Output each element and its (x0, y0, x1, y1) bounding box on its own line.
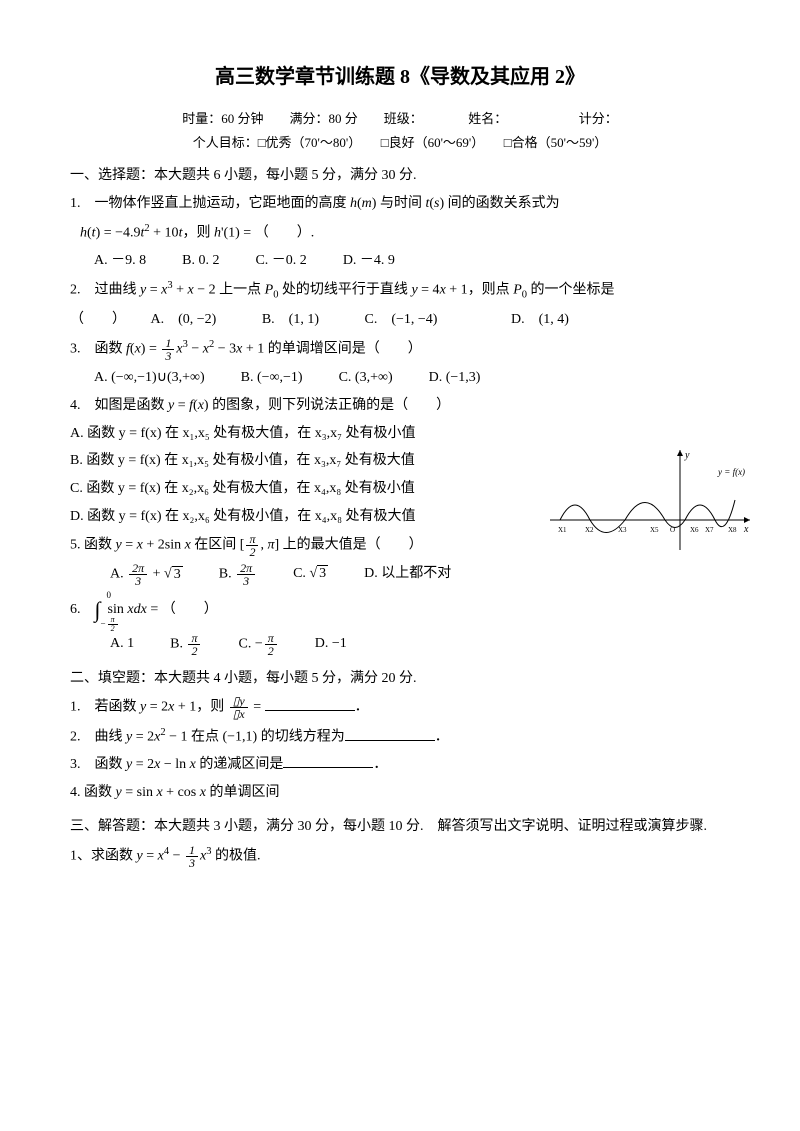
q1-te: （ ）. (255, 225, 315, 240)
q1-opt-d: D. －4. 9 (343, 249, 395, 273)
fill-2: 2. 曲线 y = 2x2 − 1 在点 (−1,1) 的切线方程为． (70, 724, 730, 749)
blank-1 (265, 696, 355, 711)
q4-tb: 的图象，则下列说法正确的是（ ） (209, 398, 451, 413)
q2-td: ，则点 (468, 283, 514, 298)
f2a: 2. 曲线 (70, 730, 126, 745)
question-2: 2. 过曲线 y = x3 + x − 2 上一点 P0 处的切线平行于直线 y… (70, 277, 730, 304)
q2-te: 的一个坐标是 (527, 283, 615, 298)
fill-1: 1. 若函数 y = 2x + 1，则 ▯y▯x = ． (70, 695, 730, 720)
q6-opt-d: D. −1 (315, 632, 347, 657)
f1c: ． (355, 700, 369, 715)
q2-opt-b: B. (1, 1) (262, 312, 319, 327)
q5-opt-d: D. 以上都不对 (364, 562, 451, 587)
q1-options: A. －9. 8 B. 0. 2 C. －0. 2 D. －4. 9 (94, 249, 730, 273)
q5-tc: 上的最大值是（ ） (279, 538, 423, 553)
f2b: 在点 (−1,1) 的切线方程为 (188, 730, 345, 745)
q6-options: A. 1 B. π2 C. −π2 D. −1 (110, 632, 730, 657)
section2-header: 二、填空题：本大题共 4 小题，每小题 5 分，满分 20 分. (70, 667, 730, 691)
q3-options: A. (−∞,−1)∪(3,+∞) B. (−∞,−1) C. (3,+∞) D… (94, 366, 730, 390)
q5-options: A. 2π3 + √3 B. 2π3 C. √3 D. 以上都不对 (110, 562, 730, 587)
page-container: 高三数学章节训练题 8《导数及其应用 2》 时量：60 分钟 满分：80 分 班… (70, 60, 730, 869)
q3-opt-c: C. (3,+∞) (339, 366, 393, 390)
question-5: 5. 函数 y = x + 2sin x 在区间 [π2, π] 上的最大值是（… (70, 533, 730, 558)
fill-3: 3. 函数 y = 2x − ln x 的递减区间是． (70, 753, 730, 777)
section1-header: 一、选择题：本大题共 6 小题，每小题 5 分，满分 30 分. (70, 164, 730, 188)
q5-opt-c: C. √3 (293, 562, 328, 587)
q3-opt-b: B. (−∞,−1) (241, 366, 303, 390)
q2-ta: 2. 过曲线 (70, 283, 140, 298)
q1-opt-a: A. －9. 8 (94, 249, 146, 273)
blank-2 (345, 726, 435, 741)
meta-line-1: 时量：60 分钟 满分：80 分 班级： 姓名： 计分： (70, 108, 730, 130)
q3-opt-a: A. (−∞,−1)∪(3,+∞) (94, 366, 205, 390)
question-1: 1. 一物体作竖直上抛运动，它距地面的高度 h(m) 与时间 t(s) 间的函数… (70, 192, 730, 216)
question-6: 6. ∫0−π2 sin xdx = （ ） (70, 591, 730, 628)
svg-text:y: y (684, 450, 690, 461)
q1-text: 1. 一物体作竖直上抛运动，它距地面的高度 (70, 196, 350, 211)
svg-text:y = f(x): y = f(x) (717, 467, 745, 477)
question-4: 4. 如图是函数 y = f(x) 的图象，则下列说法正确的是（ ） (70, 394, 730, 418)
f3c: ． (373, 757, 387, 772)
q5-tb: 在区间 (191, 538, 240, 553)
q1-tb: 与时间 (376, 196, 425, 211)
question-2-opts: （ ） A. (0, −2) B. (1, 1) C. (−1, −4) D. … (70, 308, 730, 332)
svg-text:x: x (743, 524, 749, 535)
f4b: 的单调区间 (206, 785, 280, 800)
q2-paren: （ ） (70, 312, 119, 327)
q6-tb: （ ） (162, 602, 218, 617)
solve-1: 1、求函数 y = x4 − 13x3 的极值. (70, 843, 730, 869)
meta-line-2: 个人目标：□优秀（70'～80'） □良好（60'～69'） □合格（50'～5… (70, 132, 730, 154)
q2-tc: 处的切线平行于直线 (278, 283, 411, 298)
q6-opt-b: B. π2 (170, 632, 202, 657)
q4-ta: 4. 如图是函数 (70, 398, 168, 413)
question-3: 3. 函数 f(x) = 13x3 − x2 − 3x + 1 的单调增区间是（… (70, 336, 730, 362)
q1-opt-c: C. －0. 2 (255, 249, 306, 273)
f3a: 3. 函数 (70, 757, 126, 772)
f4a: 4. 函数 (70, 785, 116, 800)
q6-ta: 6. (70, 602, 95, 617)
q6-opt-a: A. 1 (110, 632, 134, 657)
f1a: 1. 若函数 (70, 700, 140, 715)
section3-header: 三、解答题：本大题共 3 小题，满分 30 分，每小题 10 分. 解答须写出文… (70, 815, 730, 839)
s1b: 的极值. (211, 849, 260, 864)
question-1-eq: h(t) = −4.9t2 + 10t，则 h'(1) = （ ）. (80, 220, 730, 245)
page-title: 高三数学章节训练题 8《导数及其应用 2》 (70, 60, 730, 94)
blank-3 (283, 753, 373, 768)
q1-opt-b: B. 0. 2 (182, 249, 219, 273)
f2c: ． (435, 730, 449, 745)
q3-opt-d: D. (−1,3) (429, 366, 481, 390)
q3-ta: 3. 函数 (70, 342, 126, 357)
q6-opt-c: C. −π2 (238, 632, 278, 657)
q2-opt-d: D. (1, 4) (511, 312, 569, 327)
q2-tb: 上一点 (216, 283, 265, 298)
q1-td: ，则 (182, 225, 214, 240)
q2-opt-c: C. (−1, −4) (365, 312, 438, 327)
s1a: 1、求函数 (70, 849, 137, 864)
f1b: ，则 (196, 700, 228, 715)
q3-tb: 的单调增区间是（ ） (264, 342, 422, 357)
q2-opt-a: A. (0, −2) (151, 312, 217, 327)
f3b: 的递减区间是 (196, 757, 284, 772)
fill-4: 4. 函数 y = sin x + cos x 的单调区间 (70, 781, 730, 805)
q5-opt-a: A. 2π3 + √3 (110, 562, 183, 587)
q5-opt-b: B. 2π3 (219, 562, 257, 587)
q5-ta: 5. 函数 (70, 538, 116, 553)
q1-tc: 间的函数关系式为 (444, 196, 560, 211)
